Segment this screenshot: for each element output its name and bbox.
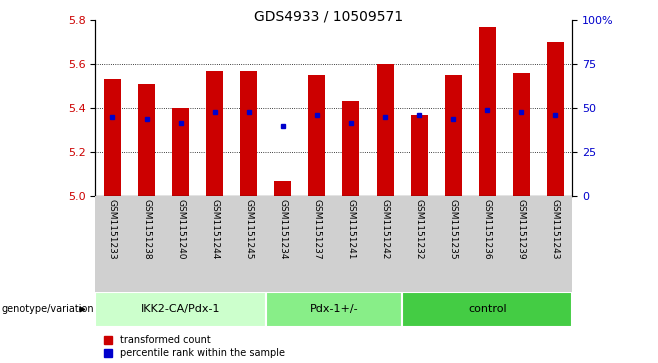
Bar (206, 70, 223, 196)
Text: GSM1151243: GSM1151243 (551, 199, 560, 260)
Text: GSM1151239: GSM1151239 (517, 199, 526, 260)
Text: GSM1151236: GSM1151236 (483, 199, 492, 260)
Text: GSM1151241: GSM1151241 (347, 199, 355, 260)
Legend: transformed count, percentile rank within the sample: transformed count, percentile rank withi… (100, 331, 289, 362)
Bar (240, 70, 257, 196)
Bar (342, 101, 359, 196)
Text: GDS4933 / 10509571: GDS4933 / 10509571 (255, 9, 403, 23)
Text: GSM1151237: GSM1151237 (313, 199, 321, 260)
Bar (138, 84, 155, 196)
Text: IKK2-CA/Pdx-1: IKK2-CA/Pdx-1 (141, 305, 220, 314)
Bar (376, 64, 393, 196)
Bar (479, 26, 495, 196)
Text: GSM1151238: GSM1151238 (142, 199, 151, 260)
Bar (402, 292, 572, 327)
Text: GSM1151240: GSM1151240 (176, 199, 185, 260)
Text: GSM1151242: GSM1151242 (380, 199, 390, 259)
Bar (274, 181, 291, 196)
Text: GSM1151235: GSM1151235 (449, 199, 458, 260)
Bar (172, 108, 189, 196)
Bar (445, 75, 462, 196)
Bar (309, 75, 326, 196)
Text: GSM1151244: GSM1151244 (210, 199, 219, 259)
Text: GSM1151234: GSM1151234 (278, 199, 288, 260)
Bar (95, 292, 266, 327)
Bar (411, 115, 428, 196)
Text: GSM1151232: GSM1151232 (415, 199, 424, 260)
Bar (266, 292, 402, 327)
Text: genotype/variation: genotype/variation (1, 305, 94, 314)
Bar (513, 73, 530, 196)
Bar (104, 79, 121, 196)
Text: control: control (468, 305, 507, 314)
Text: GSM1151245: GSM1151245 (244, 199, 253, 260)
Text: Pdx-1+/-: Pdx-1+/- (310, 305, 358, 314)
Text: GSM1151233: GSM1151233 (108, 199, 117, 260)
Bar (547, 42, 564, 196)
